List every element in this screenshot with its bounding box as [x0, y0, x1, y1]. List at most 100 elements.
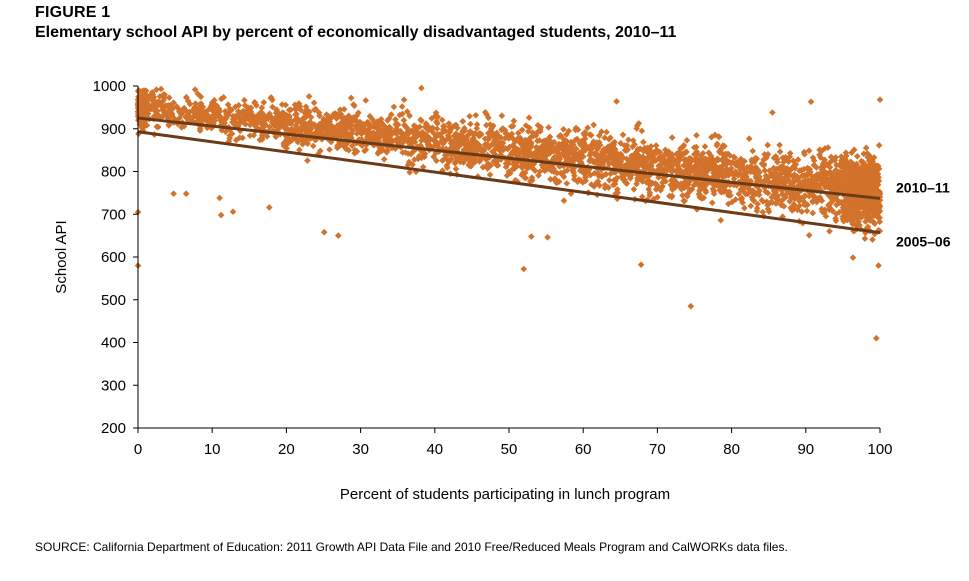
- data-point: [502, 130, 509, 137]
- data-point: [601, 154, 609, 161]
- data-point: [400, 116, 408, 124]
- data-point: [720, 158, 727, 165]
- data-point: [143, 122, 151, 129]
- data-point: [683, 148, 690, 156]
- data-point: [847, 158, 855, 166]
- data-point: [533, 144, 540, 151]
- data-point: [425, 123, 432, 131]
- data-point: [794, 156, 802, 163]
- y-tick-label: 900: [101, 121, 126, 138]
- data-point: [456, 132, 464, 139]
- data-point: [232, 103, 239, 111]
- data-point: [618, 173, 625, 180]
- data-point: [629, 163, 636, 170]
- data-point: [858, 168, 866, 175]
- data-point: [696, 182, 703, 190]
- data-point: [637, 261, 645, 268]
- data-point: [873, 207, 881, 215]
- data-point: [749, 187, 757, 194]
- data-point: [347, 94, 355, 102]
- data-point: [580, 138, 588, 146]
- data-point: [875, 165, 883, 173]
- data-point: [725, 191, 733, 199]
- data-point: [780, 203, 788, 210]
- data-point: [641, 159, 648, 167]
- data-point: [368, 130, 376, 138]
- data-point: [189, 106, 197, 114]
- data-point: [711, 131, 719, 139]
- data-point: [258, 126, 266, 133]
- data-point: [468, 147, 475, 155]
- data-point: [196, 101, 203, 108]
- data-point: [876, 196, 884, 204]
- data-point: [655, 174, 662, 181]
- data-point: [351, 102, 358, 110]
- data-point: [158, 106, 166, 114]
- data-point: [639, 178, 646, 185]
- data-point: [367, 124, 374, 131]
- data-point: [762, 188, 770, 195]
- data-point: [439, 157, 446, 164]
- data-point: [874, 199, 881, 206]
- data-point: [338, 129, 345, 136]
- data-point: [486, 121, 494, 128]
- data-point: [809, 198, 816, 206]
- data-point: [870, 173, 878, 181]
- data-point: [547, 176, 554, 183]
- data-point: [713, 140, 721, 148]
- data-point: [871, 220, 878, 227]
- data-point: [633, 180, 640, 188]
- data-point: [702, 181, 709, 189]
- data-point: [315, 128, 323, 136]
- data-point: [756, 168, 763, 176]
- data-point: [647, 143, 655, 150]
- data-point: [722, 187, 730, 195]
- data-point: [766, 167, 773, 174]
- data-point: [378, 147, 385, 155]
- source-note: SOURCE: California Department of Educati…: [35, 540, 788, 554]
- data-point: [833, 201, 840, 209]
- data-point: [567, 146, 575, 153]
- data-point: [353, 130, 361, 137]
- data-point: [678, 168, 685, 175]
- data-point: [250, 131, 257, 139]
- data-point: [801, 172, 809, 179]
- data-point: [611, 138, 618, 146]
- data-point: [412, 168, 420, 176]
- data-point: [535, 172, 542, 179]
- data-point: [366, 112, 374, 120]
- data-point: [424, 138, 431, 146]
- data-point: [735, 190, 743, 198]
- data-point: [296, 102, 304, 110]
- data-point: [582, 177, 589, 185]
- data-point: [610, 161, 618, 168]
- data-point: [731, 154, 739, 161]
- data-point: [852, 221, 859, 228]
- data-point: [451, 159, 459, 167]
- data-point: [805, 192, 813, 200]
- data-point: [332, 130, 339, 137]
- data-point: [595, 172, 603, 180]
- data-point: [415, 152, 423, 160]
- data-point: [848, 149, 855, 156]
- data-point: [765, 208, 773, 215]
- data-point: [776, 141, 783, 149]
- data-point: [736, 158, 744, 165]
- data-point: [378, 130, 385, 138]
- data-point: [619, 131, 627, 139]
- data-point: [246, 132, 254, 139]
- data-point: [772, 200, 780, 207]
- data-point: [564, 153, 571, 160]
- data-point: [413, 125, 420, 133]
- data-point: [575, 176, 583, 183]
- data-point: [586, 145, 593, 153]
- data-point: [754, 174, 762, 181]
- data-point: [854, 174, 861, 181]
- data-point: [161, 107, 169, 115]
- data-point: [256, 113, 264, 121]
- data-point: [839, 215, 847, 223]
- data-point: [418, 154, 425, 162]
- data-point: [247, 104, 255, 111]
- data-point: [489, 131, 496, 139]
- data-point: [734, 162, 741, 169]
